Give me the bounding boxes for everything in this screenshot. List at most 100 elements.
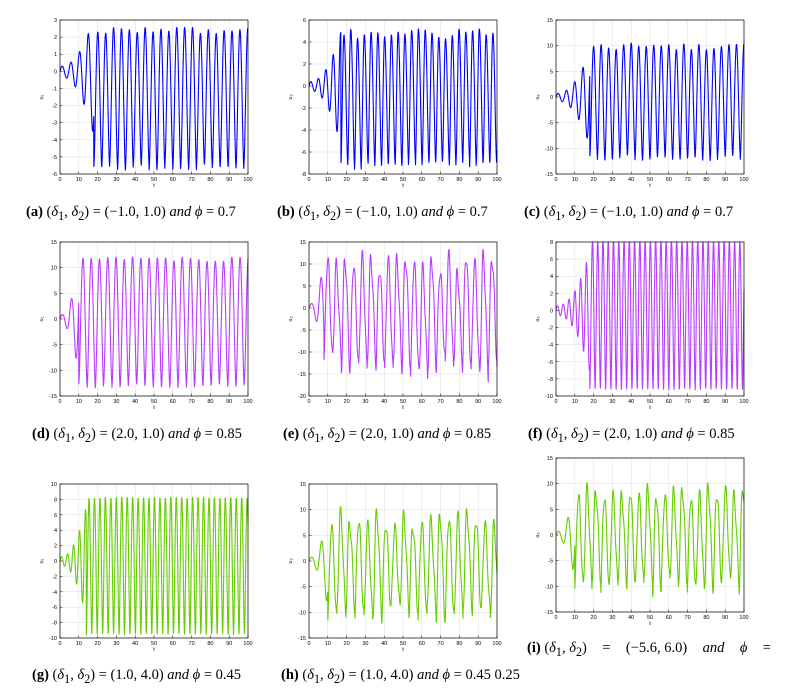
y-tick-label: -10 [545,146,553,152]
y-axis-label: u₁ [39,316,45,321]
x-axis-label: t [402,405,404,411]
x-tick-label: 60 [666,399,672,405]
x-tick-label: 30 [113,641,119,647]
y-tick-label: 0 [303,84,306,90]
x-tick-label: 50 [151,177,157,183]
y-tick-label: 4 [550,274,553,280]
y-tick-label: 2 [550,291,553,297]
series-line-u2 [308,28,498,170]
y-tick-label: 10 [547,482,553,488]
x-tick-label: 30 [609,399,615,405]
caption-d: (d) (δ1, δ2) = (2.0, 1.0) and ϕ = 0.85 [32,426,242,445]
y-tick-label: -8 [301,172,306,178]
plot-h: 0 10 20 30 40 50 60 70 80 90 100 -15 -10 -5 0 5 10 15 t u₂ [283,478,505,656]
x-axis-label: t [153,183,155,189]
x-tick-label: 100 [492,177,501,183]
caption-i-eq2: = [762,640,771,656]
x-tick-label: 10 [572,615,578,621]
x-tick-label: 60 [419,177,425,183]
series-line-u3 [555,42,745,162]
x-tick-label: 0 [58,177,61,183]
y-tick-label: -2 [548,326,553,332]
chart-i: 0 10 20 30 40 50 60 70 80 90 100 -15 -10 -5 0 5 10 15 t u₃ [535,456,749,627]
y-axis-label: u₁ [39,94,45,99]
x-tick-label: 70 [438,641,444,647]
x-tick-label: 90 [475,399,481,405]
y-tick-label: 0 [303,306,306,312]
x-tick-label: 50 [400,177,406,183]
caption-g: (g) (δ1, δ2) = (1.0, 4.0) and ϕ = 0.45 [32,667,241,686]
x-tick-label: 100 [492,399,501,405]
chart-f: 0 10 20 30 40 50 60 70 80 90 100 -10 -8 -6 -4 -2 0 2 4 6 8 t u… [535,240,749,411]
plot-d: 0 10 20 30 40 50 60 70 80 90 100 -15 -10 -5 0 5 10 15 t u₁ [34,236,256,414]
x-tick-label: 10 [76,641,82,647]
y-tick-label: 8 [550,240,553,246]
chart-d: 0 10 20 30 40 50 60 70 80 90 100 -15 -10 -5 0 5 10 15 t u₁ [39,240,253,411]
caption-i-tag: (i) (δ1, δ2) [527,640,587,659]
series-line-u2 [308,248,498,383]
chart-e: 0 10 20 30 40 50 60 70 80 90 100 -20 -15 -10 -5 0 5 10 15 t… [288,240,502,411]
x-tick-label: 30 [609,177,615,183]
y-tick-label: 4 [303,40,306,46]
x-tick-label: 90 [722,399,728,405]
y-tick-label: -10 [298,610,306,616]
y-tick-label: 2 [54,35,57,41]
x-tick-label: 40 [132,399,138,405]
y-tick-label: -15 [298,372,306,378]
y-tick-label: -8 [548,377,553,383]
chart-c: 0 10 20 30 40 50 60 70 80 90 100 -15 -10 -5 0 5 10 15 t u₃ [535,18,749,189]
x-tick-label: 20 [95,399,101,405]
x-tick-label: 30 [113,399,119,405]
y-tick-label: -6 [52,172,57,178]
y-tick-label: -15 [298,636,306,642]
y-tick-label: 5 [550,69,553,75]
x-tick-label: 100 [739,615,748,621]
y-tick-label: 6 [54,513,57,519]
y-tick-label: 0 [54,559,57,565]
chart-h: 0 10 20 30 40 50 60 70 80 90 100 -15 -10 -5 0 5 10 15 t u₂ [288,482,502,653]
x-tick-label: 50 [400,399,406,405]
y-tick-label: 10 [300,508,306,514]
x-tick-label: 20 [95,177,101,183]
y-tick-label: -5 [301,585,306,591]
caption-c: (c) (δ1, δ2) = (−1.0, 1.0) and ϕ = 0.7 [524,204,734,223]
y-tick-label: 10 [51,266,57,272]
y-tick-label: -5 [301,328,306,334]
y-tick-label: -20 [298,394,306,400]
y-tick-label: -5 [548,559,553,565]
x-tick-label: 20 [95,641,101,647]
y-axis-label: u₃ [535,316,541,321]
series-line-u1 [59,256,249,389]
y-tick-label: -15 [49,394,57,400]
x-tick-label: 80 [456,177,462,183]
x-tick-label: 30 [362,641,368,647]
y-tick-label: 2 [303,62,306,68]
caption-i-and: and [702,640,725,656]
x-tick-label: 70 [685,177,691,183]
y-tick-label: 15 [300,482,306,488]
series-line-u1 [59,26,249,171]
x-tick-label: 60 [419,641,425,647]
x-tick-label: 40 [628,399,634,405]
y-tick-label: 6 [550,257,553,263]
y-tick-label: 4 [54,528,57,534]
x-tick-label: 40 [628,615,634,621]
y-axis-label: u₂ [288,558,294,563]
x-tick-label: 80 [703,399,709,405]
x-tick-label: 0 [58,399,61,405]
caption-i-phi: ϕ [739,640,748,656]
x-axis-label: t [153,405,155,411]
x-tick-label: 20 [591,177,597,183]
x-tick-label: 80 [207,177,213,183]
y-tick-label: -6 [52,605,57,611]
x-tick-label: 60 [170,399,176,405]
x-tick-label: 0 [58,641,61,647]
y-tick-label: -2 [52,574,57,580]
y-tick-label: -4 [548,343,553,349]
y-tick-label: -15 [545,610,553,616]
y-axis-label: u₂ [288,316,294,321]
x-tick-label: 60 [170,641,176,647]
caption-a: (a) (δ1, δ2) = (−1.0, 1.0) and ϕ = 0.7 [26,204,236,223]
y-tick-label: -10 [298,350,306,356]
y-tick-label: -4 [52,138,57,144]
